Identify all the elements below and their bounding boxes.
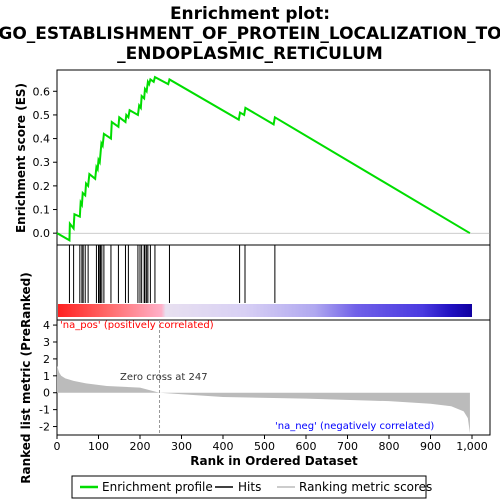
es-y-tick-label: 0.5 [33,109,51,122]
zero-cross-label: Zero cross at 247 [120,372,208,383]
es-y-axis-label: Enrichment score (ES) [14,83,28,233]
x-tick-label: 1,000 [456,440,488,453]
es-y-tick-label: 0.2 [33,180,51,193]
title-line-3: _ENDOPLASMIC_RETICULUM [117,44,383,64]
x-tick-label: 300 [171,440,192,453]
pos-correlated-label: 'na_pos' (positively correlated) [60,320,214,331]
legend-metric-label: Ranking metric scores [299,480,432,494]
legend-hits-label: Hits [238,480,261,494]
metric-panel [56,319,491,436]
es-y-tick-label: 0.0 [33,227,51,240]
metric-y-tick-label: 2 [43,353,50,366]
metric-y-tick-label: -2 [39,421,50,434]
legend: Enrichment profile Hits Ranking metric s… [71,475,432,499]
metric-y-tick-label: 0 [43,387,50,400]
x-tick-label: 0 [54,440,61,453]
title-line-1: Enrichment plot: [170,4,330,24]
neg-correlated-label: 'na_neg' (negatively correlated) [275,421,434,432]
metric-y-tick-label: -1 [39,404,50,417]
es-y-ticks: 0.0 0.1 0.2 0.3 0.4 0.5 0.6 [33,85,57,240]
es-panel [56,69,491,246]
ranking-metric-area [57,365,470,434]
enrichment-profile-line [56,75,471,242]
rank-color-bar [58,304,472,317]
x-tick-label: 400 [213,440,234,453]
legend-es-label: Enrichment profile [102,480,213,494]
title-line-2: GO_ESTABLISHMENT_OF_PROTEIN_LOCALIZATION… [0,24,500,44]
x-tick-label: 800 [379,440,400,453]
legend-box [71,475,427,499]
es-y-tick-label: 0.1 [33,204,51,217]
x-tick-label: 900 [420,440,441,453]
x-tick-label: 700 [337,440,358,453]
x-tick-label: 600 [296,440,317,453]
metric-y-tick-label: 3 [43,336,50,349]
hit-marks [68,245,276,303]
metric-y-axis-label: Ranked list metric (PreRanked) [19,272,33,484]
es-y-tick-label: 0.4 [33,133,51,146]
x-ticks: 0 100 200 300 400 500 600 700 800 900 1,000 [54,435,488,453]
x-tick-label: 500 [254,440,275,453]
es-y-tick-label: 0.6 [33,85,51,98]
x-tick-label: 200 [130,440,151,453]
metric-y-tick-label: 4 [43,319,50,332]
metric-y-tick-label: 1 [43,370,50,383]
x-tick-label: 100 [88,440,109,453]
x-axis-label: Rank in Ordered Dataset [190,454,358,468]
metric-y-ticks: -2 -1 0 1 2 3 4 [39,319,57,434]
es-y-tick-label: 0.3 [33,156,51,169]
